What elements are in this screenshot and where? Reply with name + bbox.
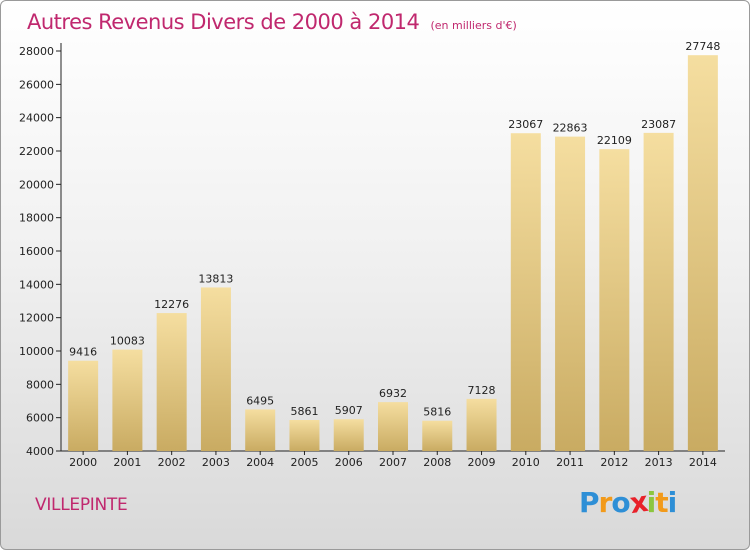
- location-label: VILLEPINTE: [35, 495, 128, 515]
- y-tick-label: 28000: [19, 45, 54, 58]
- logo-letter: P: [579, 486, 600, 519]
- x-tick-label: 2001: [113, 456, 141, 469]
- bar-2010: [510, 133, 541, 451]
- x-tick-label: 2002: [158, 456, 186, 469]
- chart-title-main: Autres Revenus Divers de 2000 à 2014: [27, 10, 420, 34]
- x-tick-label: 2012: [600, 456, 628, 469]
- bar-2011: [555, 136, 586, 451]
- y-tick-label: 12000: [19, 312, 54, 325]
- logo-letter: o: [611, 486, 630, 519]
- bar-2013: [643, 132, 674, 451]
- x-tick-label: 2003: [202, 456, 230, 469]
- bar-2001: [112, 349, 143, 451]
- bar-value-label: 5816: [423, 406, 451, 419]
- x-tick-label: 2000: [69, 456, 97, 469]
- x-tick-label: 2014: [689, 456, 717, 469]
- logo-letter: i: [667, 486, 678, 519]
- logo-letter: t: [655, 486, 668, 519]
- bar-value-label: 10083: [110, 335, 145, 348]
- bar-2000: [68, 360, 99, 451]
- bar-2007: [378, 402, 408, 451]
- y-tick-label: 10000: [19, 345, 54, 358]
- logo-letter: r: [598, 486, 613, 519]
- x-tick-label: 2009: [468, 456, 496, 469]
- proxiti-logo: Proxiti: [579, 484, 678, 521]
- y-tick-label: 20000: [19, 178, 54, 191]
- y-tick-label: 6000: [26, 412, 54, 425]
- y-tick-label: 22000: [19, 145, 54, 158]
- x-tick-label: 2007: [379, 456, 407, 469]
- chart-title-unit: (en milliers d'€): [430, 19, 517, 32]
- bar-2002: [156, 313, 187, 451]
- bar-2012: [599, 149, 630, 451]
- bar-2006: [333, 419, 364, 451]
- logo-letter: x: [627, 484, 649, 521]
- bar-value-label: 6932: [379, 387, 407, 400]
- bar-value-label: 22109: [597, 134, 632, 147]
- y-tick-label: 26000: [19, 78, 54, 91]
- bar-value-label: 6495: [246, 394, 274, 407]
- bar-value-label: 23087: [641, 118, 676, 131]
- x-tick-label: 2010: [512, 456, 540, 469]
- x-tick-label: 2011: [556, 456, 584, 469]
- logo-letter: i: [646, 486, 657, 519]
- y-tick-label: 14000: [19, 278, 54, 291]
- x-tick-label: 2013: [645, 456, 673, 469]
- bar-2008: [422, 420, 453, 451]
- bar-value-label: 27748: [685, 40, 720, 53]
- bar-value-label: 9416: [69, 346, 97, 359]
- bar-value-label: 12276: [154, 298, 189, 311]
- y-tick-label: 16000: [19, 245, 54, 258]
- bar-2003: [200, 287, 231, 451]
- x-tick-label: 2008: [423, 456, 451, 469]
- bar-value-label: 13813: [198, 272, 233, 285]
- chart-title: Autres Revenus Divers de 2000 à 2014 (en…: [27, 10, 517, 34]
- bar-2005: [289, 419, 320, 451]
- y-tick-label: 18000: [19, 212, 54, 225]
- bar-value-label: 22863: [553, 122, 588, 135]
- bar-value-label: 5861: [290, 405, 318, 418]
- y-tick-label: 4000: [26, 445, 54, 458]
- y-tick-label: 8000: [26, 378, 54, 391]
- x-tick-label: 2006: [335, 456, 363, 469]
- bar-2014: [687, 55, 718, 451]
- x-tick-label: 2005: [290, 456, 318, 469]
- bar-value-label: 5907: [335, 404, 363, 417]
- bar-value-label: 23067: [508, 118, 543, 131]
- bar-2004: [245, 409, 276, 451]
- x-tick-label: 2004: [246, 456, 274, 469]
- bar-2009: [466, 398, 497, 451]
- y-tick-label: 24000: [19, 112, 54, 125]
- bar-value-label: 7128: [468, 384, 496, 397]
